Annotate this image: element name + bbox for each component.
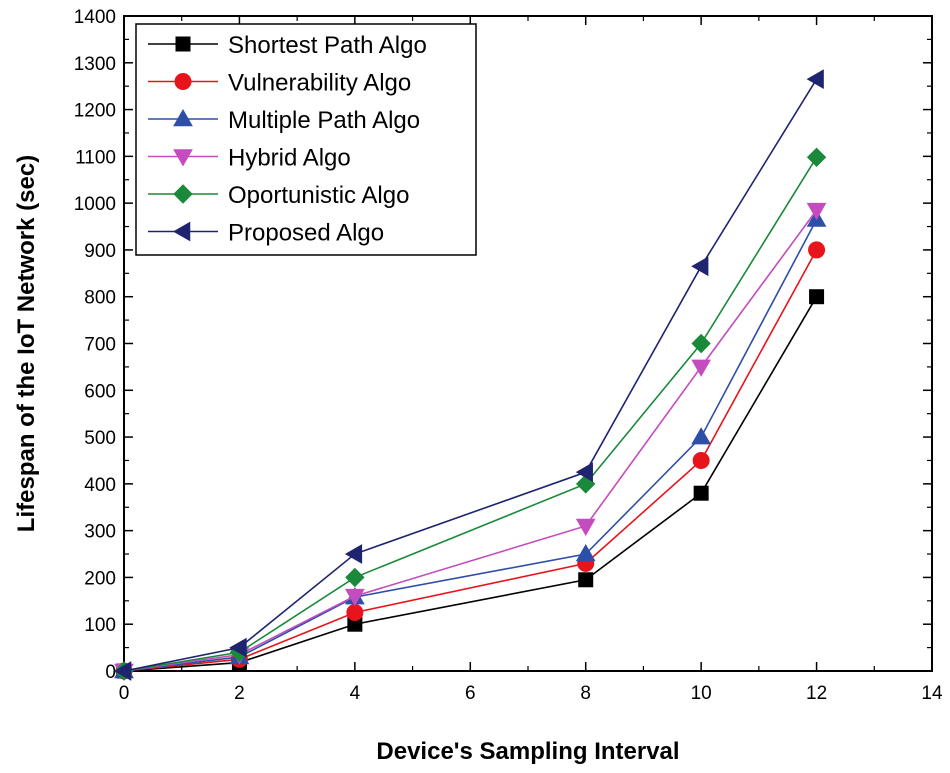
legend-label: Shortest Path Algo — [228, 32, 427, 59]
y-tick-label: 900 — [84, 241, 116, 262]
series-line — [123, 209, 818, 672]
data-point — [809, 289, 825, 305]
y-tick-label: 500 — [84, 428, 116, 449]
series-vulnerability-algo — [115, 241, 826, 680]
legend-marker — [172, 221, 191, 242]
x-tick-label: 10 — [691, 683, 712, 704]
data-point — [575, 462, 593, 483]
x-tick-label: 12 — [806, 683, 827, 704]
y-tick-label: 0 — [105, 662, 116, 683]
y-tick-label: 700 — [84, 335, 116, 356]
y-tick-label: 300 — [84, 522, 116, 543]
y-tick-label: 400 — [84, 475, 116, 496]
legend-label: Oportunistic Algo — [228, 182, 409, 209]
series-line — [123, 78, 818, 672]
legend-item: Multiple Path Algo — [148, 107, 420, 134]
data-point — [692, 451, 710, 469]
data-point — [578, 572, 594, 588]
legend-marker — [174, 73, 192, 90]
data-point — [808, 241, 826, 259]
series-line — [123, 249, 818, 672]
data-point — [344, 588, 365, 607]
series-group — [113, 69, 827, 682]
legend-label: Vulnerability Algo — [228, 70, 411, 97]
data-point — [346, 604, 364, 622]
y-tick-label: 1100 — [75, 147, 116, 168]
y-tick-label: 1200 — [74, 101, 116, 122]
y-tick-label: 600 — [84, 381, 116, 402]
data-point — [575, 544, 596, 562]
y-axis-title: Lifespan of the IoT Network (sec) — [13, 155, 40, 532]
data-point — [691, 256, 709, 277]
x-tick-label: 4 — [350, 683, 361, 704]
data-point — [693, 485, 709, 501]
legend-label: Proposed Algo — [228, 220, 384, 247]
data-point — [691, 359, 712, 377]
data-point — [575, 518, 596, 536]
x-tick-label: 14 — [921, 683, 943, 704]
legend-item: Hybrid Algo — [148, 145, 351, 172]
data-point — [691, 427, 712, 445]
y-tick-label: 200 — [84, 568, 116, 589]
legend-marker — [173, 149, 193, 167]
series-shortest-path-algo — [116, 289, 825, 679]
legend-item: Proposed Algo — [148, 220, 384, 247]
x-tick-label: 8 — [580, 683, 591, 704]
axes: 0 2 4 6 8 10 12 14 0 100 200 300 400 500 600 700 800 900 1… — [74, 7, 943, 704]
y-tick-label: 1400 — [74, 7, 116, 28]
x-tick-label: 2 — [234, 683, 245, 704]
legend-item: Oportunistic Algo — [148, 182, 409, 209]
y-tick-label: 1300 — [74, 54, 116, 75]
series-line — [123, 296, 818, 672]
y-tick-label: 100 — [84, 615, 116, 636]
series-proposed-algo — [113, 69, 824, 681]
legend-marker — [175, 36, 191, 52]
data-point — [229, 637, 247, 658]
y-tick-label: 1000 — [74, 194, 116, 215]
data-point — [806, 69, 824, 90]
data-point — [691, 333, 711, 354]
x-tick-label: 6 — [465, 683, 476, 704]
x-axis-title: Device's Sampling Interval — [376, 738, 679, 765]
data-point — [345, 567, 365, 588]
series-line — [123, 156, 818, 672]
x-tick-label: 0 — [119, 683, 130, 704]
series-multiple-path-algo — [114, 209, 827, 679]
data-point — [806, 147, 827, 167]
series-line — [123, 219, 818, 672]
data-point — [806, 202, 827, 221]
data-point — [113, 661, 132, 681]
legend-marker — [173, 184, 193, 204]
data-point — [344, 544, 363, 564]
legend-label: Hybrid Algo — [228, 145, 351, 172]
legend-marker — [173, 108, 193, 127]
legend-label: Multiple Path Algo — [228, 107, 420, 134]
legend: Shortest Path Algo Vulnerability Algo Mult… — [135, 23, 477, 256]
legend-item: Shortest Path Algo — [148, 32, 427, 59]
legend-item: Vulnerability Algo — [148, 70, 411, 97]
legend-box — [135, 23, 477, 256]
series-hybrid-algo — [114, 202, 827, 682]
y-tick-label: 800 — [84, 288, 116, 309]
